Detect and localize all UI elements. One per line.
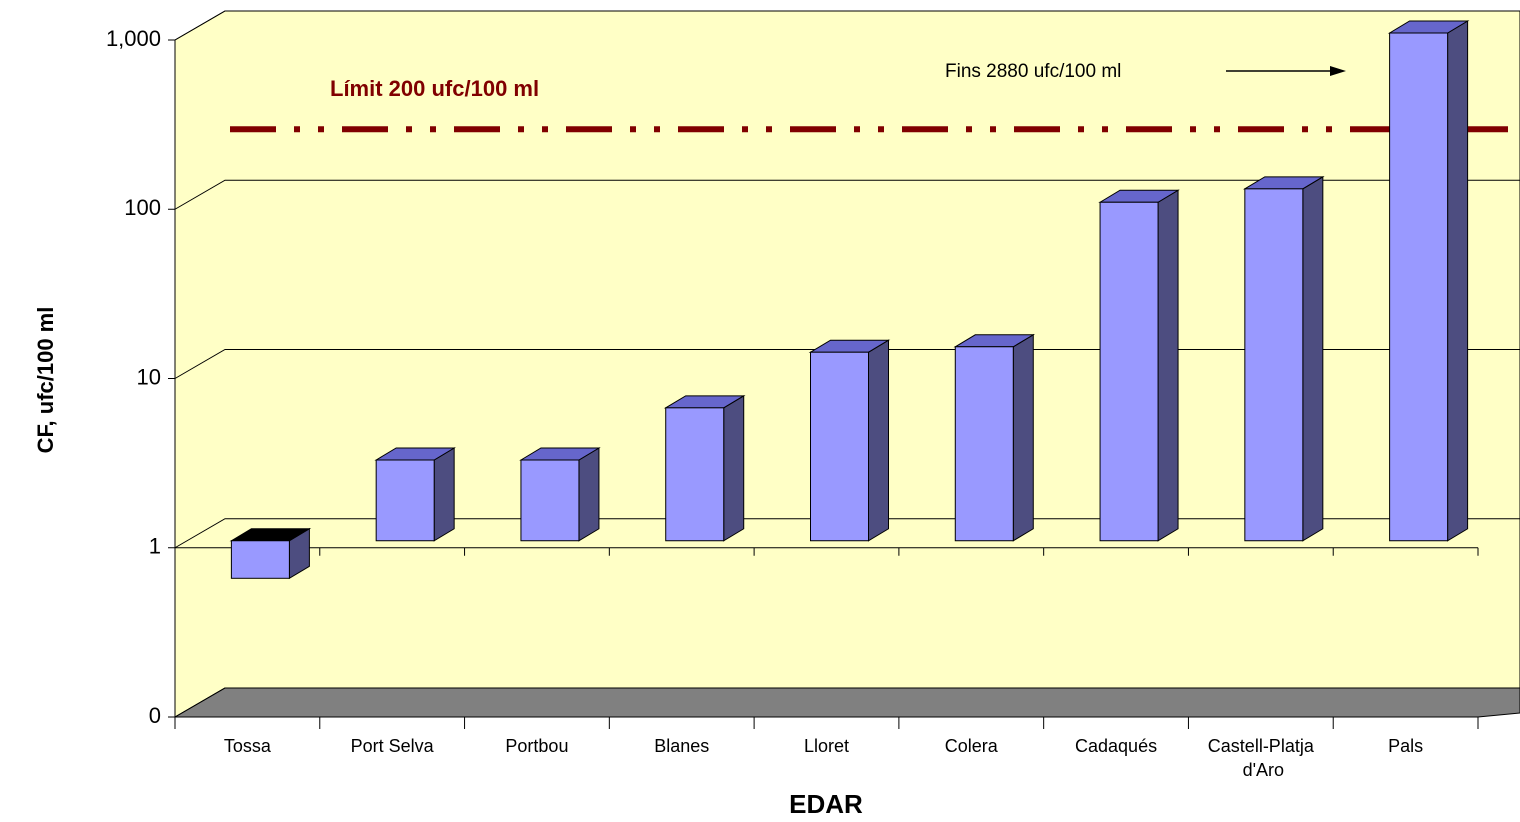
grid-line bbox=[174, 349, 1520, 379]
bar bbox=[229, 527, 312, 580]
arrow-head bbox=[1330, 66, 1346, 76]
bar-side bbox=[1157, 189, 1179, 542]
bar bbox=[1243, 175, 1325, 542]
bar-side bbox=[1302, 175, 1324, 542]
x-tick-label: Cadaqués bbox=[1075, 736, 1157, 756]
bar-front bbox=[520, 459, 580, 542]
y-tick-label: 100 bbox=[124, 195, 161, 220]
bar-front bbox=[375, 459, 435, 542]
x-tick-label: Colera bbox=[945, 736, 999, 756]
floor bbox=[173, 687, 1520, 718]
x-tick-label: Port Selva bbox=[351, 736, 435, 756]
reference-label: Límit 200 ufc/100 ml bbox=[330, 76, 539, 101]
bar bbox=[808, 339, 891, 542]
x-tick-label: Castell-Platja d'Aro bbox=[1208, 736, 1315, 780]
bar bbox=[663, 394, 746, 542]
x-tick-label: Portbou bbox=[505, 736, 568, 756]
bar bbox=[1387, 20, 1470, 542]
bar-side bbox=[868, 339, 889, 542]
bar-front bbox=[1389, 32, 1449, 542]
bar bbox=[953, 333, 1036, 542]
bar-front bbox=[1244, 188, 1304, 542]
x-tick-label: Blanes bbox=[654, 736, 709, 756]
bar-side bbox=[433, 447, 455, 542]
x-tick-label: Lloret bbox=[804, 736, 849, 756]
grid-line bbox=[174, 179, 1520, 210]
annotation: Fins 2880 ufc/100 ml bbox=[945, 61, 1121, 82]
y-tick-label: 1 bbox=[149, 534, 161, 559]
x-tick-label: Tossa bbox=[224, 736, 272, 756]
bar bbox=[1098, 189, 1180, 542]
x-tick-label: Pals bbox=[1388, 736, 1423, 756]
bar-side bbox=[723, 394, 745, 542]
bar bbox=[374, 447, 456, 542]
y-tick-label: 1,000 bbox=[106, 26, 161, 51]
bar-side bbox=[1012, 333, 1034, 542]
y-tick-label: 0 bbox=[149, 703, 161, 728]
bar-front bbox=[954, 346, 1014, 542]
grid-line bbox=[174, 518, 1520, 549]
bar-front bbox=[1099, 201, 1159, 542]
y-tick-label: 10 bbox=[137, 364, 161, 389]
bar-side bbox=[578, 447, 600, 542]
bar-front bbox=[665, 407, 725, 542]
grid-line bbox=[174, 687, 1520, 718]
y-axis-label: CF, ufc/100 ml bbox=[33, 307, 58, 454]
bar-front bbox=[810, 351, 869, 542]
bar-front bbox=[230, 540, 290, 579]
bar bbox=[519, 447, 601, 542]
grid-line bbox=[174, 10, 1520, 41]
x-axis-label: EDAR bbox=[789, 789, 863, 819]
bar-side bbox=[1447, 20, 1469, 542]
